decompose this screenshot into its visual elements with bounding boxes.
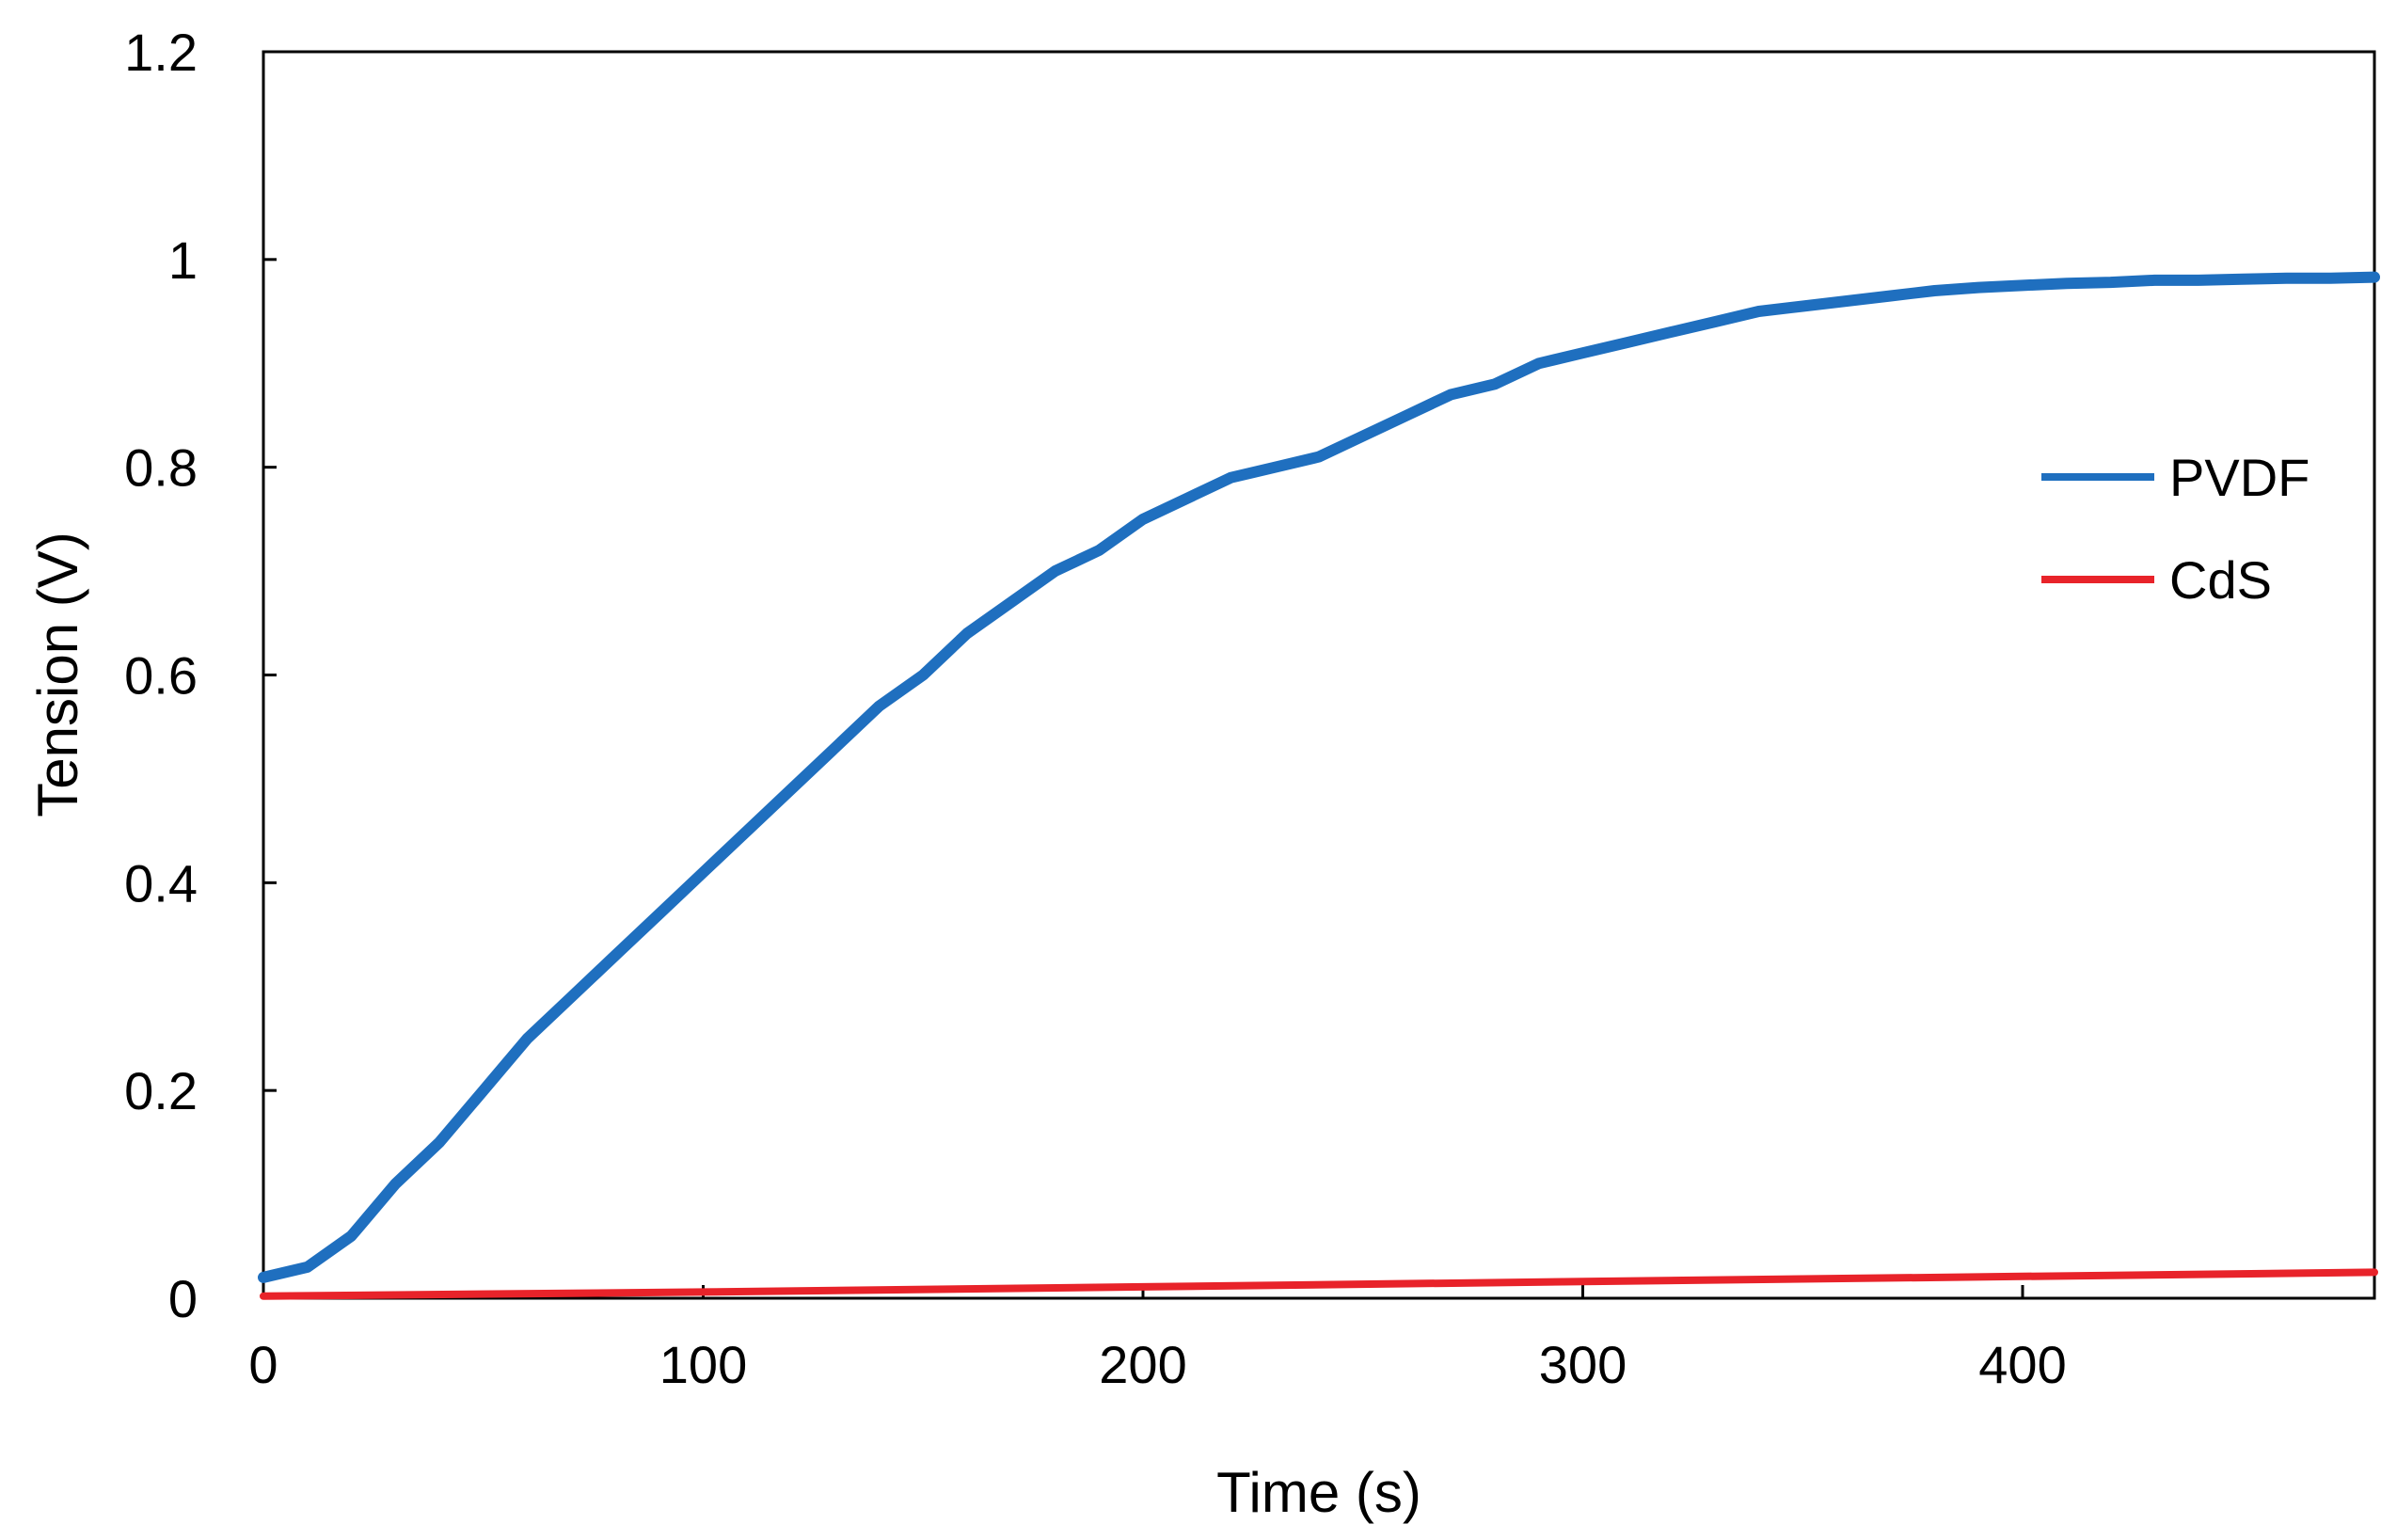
x-tick-label: 0 <box>248 1335 278 1394</box>
y-tick-label: 1.2 <box>124 23 198 82</box>
x-tick-label: 300 <box>1539 1335 1627 1394</box>
y-axis-title: Tension (V) <box>26 532 89 817</box>
y-axis-ticks: 0 0.2 0.4 0.6 0.8 1 1.2 <box>124 23 277 1328</box>
x-tick-label: 100 <box>659 1335 747 1394</box>
x-axis-title: Time (s) <box>1216 1461 1421 1524</box>
series-layer <box>258 271 2380 1300</box>
x-tick-label: 200 <box>1099 1335 1186 1394</box>
x-tick-label: 400 <box>1978 1335 2066 1394</box>
legend-label-cds: CdS <box>2169 550 2272 610</box>
series-line-cds <box>260 1268 2378 1300</box>
y-tick-label: 0.4 <box>124 853 198 913</box>
y-tick-label: 0.8 <box>124 438 198 498</box>
series-line-pvdf <box>258 271 2380 1283</box>
y-tick-label: 1 <box>168 230 198 290</box>
legend-label-pvdf: PVDF <box>2169 448 2310 507</box>
y-tick-label: 0.6 <box>124 646 198 706</box>
x-axis-ticks: 0 100 200 300 400 <box>248 1285 2067 1394</box>
y-tick-label: 0.2 <box>124 1061 198 1120</box>
legend: PVDF CdS <box>2041 448 2310 610</box>
y-tick-label: 0 <box>168 1269 198 1328</box>
plot-frame <box>262 50 2376 1300</box>
